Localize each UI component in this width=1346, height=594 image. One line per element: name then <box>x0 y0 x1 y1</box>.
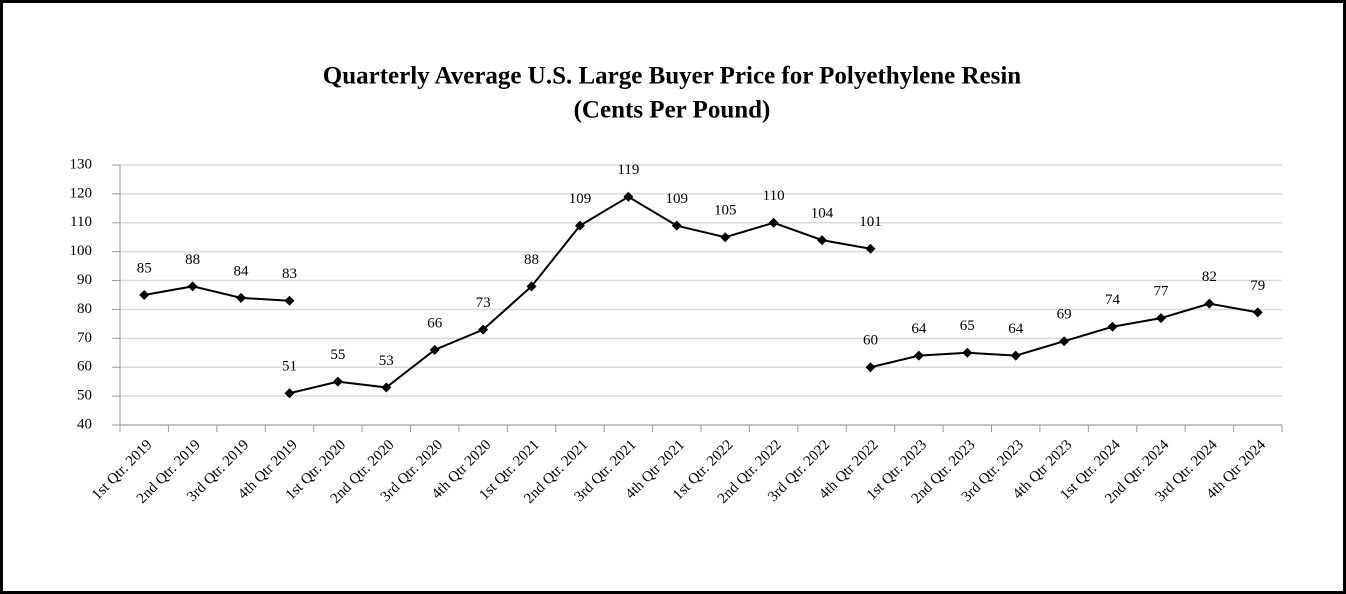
marker <box>962 347 973 358</box>
data-label: 88 <box>524 252 539 268</box>
y-tick-label: 130 <box>70 156 93 172</box>
data-label: 77 <box>1153 284 1169 300</box>
chart-title: Quarterly Average U.S. Large Buyer Price… <box>323 63 1022 90</box>
y-tick-label: 70 <box>77 330 92 346</box>
data-label: 101 <box>859 214 882 230</box>
marker <box>913 350 924 361</box>
marker <box>526 281 537 292</box>
data-label: 110 <box>763 188 785 204</box>
y-tick-label: 90 <box>77 272 92 288</box>
marker <box>623 191 634 202</box>
data-label: 84 <box>234 263 250 279</box>
data-label: 51 <box>282 359 297 375</box>
data-label: 85 <box>137 260 152 276</box>
data-label: 55 <box>330 347 345 363</box>
data-label: 73 <box>476 295 491 311</box>
marker <box>381 382 392 393</box>
data-label: 104 <box>811 206 834 222</box>
marker <box>671 220 682 231</box>
marker <box>478 324 489 335</box>
data-label: 109 <box>569 191 592 207</box>
marker <box>1252 307 1263 318</box>
data-label: 74 <box>1105 292 1121 308</box>
data-label: 79 <box>1250 278 1265 294</box>
data-label: 82 <box>1202 269 1217 285</box>
y-tick-label: 60 <box>77 359 92 375</box>
data-label: 105 <box>714 203 737 219</box>
marker <box>429 344 440 355</box>
marker <box>720 232 731 243</box>
y-tick-label: 120 <box>70 185 93 201</box>
y-tick-label: 80 <box>77 301 92 317</box>
data-label: 66 <box>427 315 443 331</box>
marker <box>139 290 150 300</box>
marker <box>1155 313 1166 324</box>
y-tick-label: 110 <box>70 214 92 230</box>
marker <box>1010 350 1021 361</box>
marker <box>865 243 876 254</box>
marker <box>332 376 343 387</box>
data-label: 69 <box>1057 307 1072 323</box>
y-tick-label: 40 <box>77 416 92 432</box>
data-label: 64 <box>1008 321 1024 337</box>
y-tick-label: 100 <box>70 243 93 259</box>
marker <box>236 292 247 303</box>
data-label: 60 <box>863 333 878 349</box>
data-label: 119 <box>617 162 639 178</box>
marker <box>284 295 295 306</box>
marker <box>865 362 876 373</box>
data-label: 109 <box>666 191 689 207</box>
chart-subtitle: (Cents Per Pound) <box>574 97 771 124</box>
marker <box>1059 336 1070 347</box>
data-label: 64 <box>911 321 927 337</box>
marker <box>817 235 828 246</box>
data-label: 65 <box>960 318 975 334</box>
marker <box>187 281 198 292</box>
marker <box>768 217 779 228</box>
data-label: 53 <box>379 353 394 369</box>
y-tick-label: 50 <box>77 388 92 404</box>
marker <box>1107 321 1118 332</box>
series-line <box>144 285 290 302</box>
data-label: 83 <box>282 266 297 282</box>
marker <box>284 388 295 399</box>
marker <box>1204 298 1215 309</box>
marker <box>574 220 585 231</box>
data-label: 88 <box>185 252 200 268</box>
